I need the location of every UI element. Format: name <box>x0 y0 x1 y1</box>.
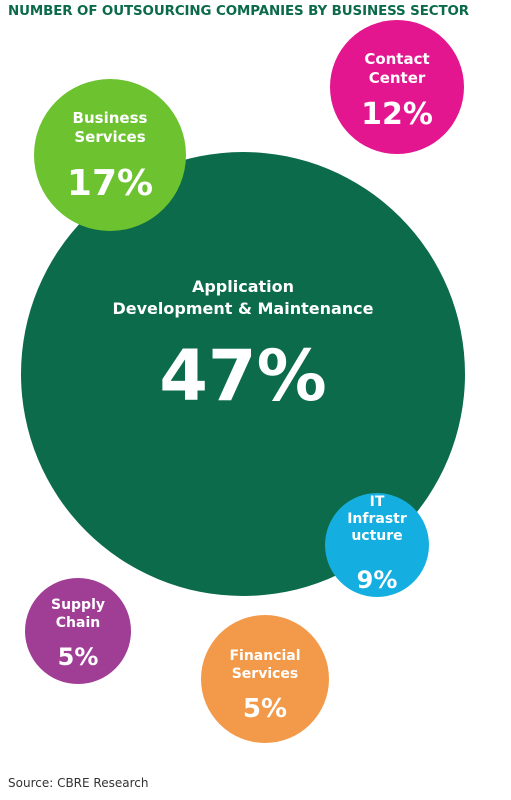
bubble-circle <box>201 615 329 743</box>
bubble-label: Financial <box>229 648 300 664</box>
bubble-5: Financial Services 5% <box>201 615 329 743</box>
bubble-value: 12% <box>361 97 433 132</box>
bubble-circle <box>330 20 464 154</box>
bubble-circle <box>34 79 186 231</box>
bubble-label: Supply <box>51 597 105 613</box>
bubble-label: Development & Maintenance <box>112 299 373 318</box>
bubble-label: Application <box>192 277 294 296</box>
bubble-label: Services <box>74 128 145 146</box>
bubble-value: 47% <box>159 335 327 417</box>
bubble-label: Center <box>369 69 426 87</box>
bubble-4: Supply Chain 5% <box>25 578 131 684</box>
bubble-value: 17% <box>67 163 153 204</box>
bubble-label: Infrastr <box>347 511 407 527</box>
bubble-circle <box>21 152 465 596</box>
bubble-label: ucture <box>351 528 402 544</box>
bubble-0: Application Development & Maintenance 47% <box>21 152 465 596</box>
bubble-label: Business <box>73 109 148 127</box>
chart-title: NUMBER OF OUTSOURCING COMPANIES BY BUSIN… <box>8 4 470 19</box>
bubble-circle <box>325 493 429 597</box>
source-note: Source: CBRE Research <box>8 776 149 790</box>
bubble-label: Chain <box>56 615 100 631</box>
bubble-value: 5% <box>58 643 99 671</box>
bubble-circle <box>25 578 131 684</box>
bubble-value: 5% <box>243 694 287 724</box>
bubble-label: IT <box>370 494 385 510</box>
bubble-label: Contact <box>364 50 429 68</box>
bubble-label: Services <box>232 666 299 682</box>
bubble-value: 9% <box>357 566 398 594</box>
